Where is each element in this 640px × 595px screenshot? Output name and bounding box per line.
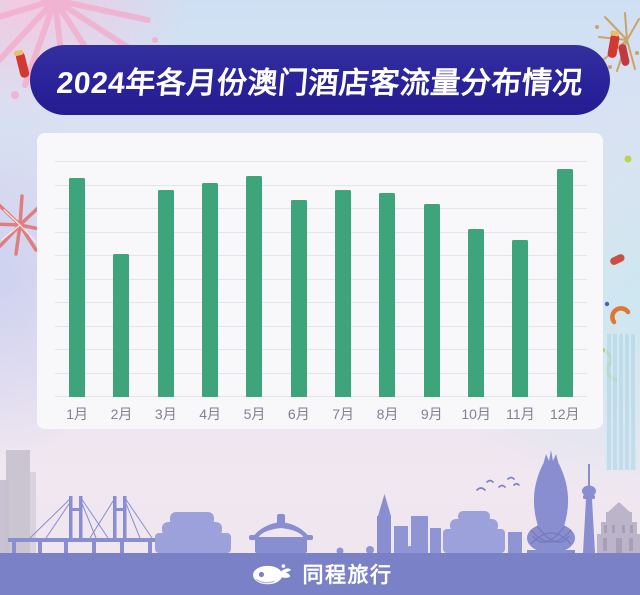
x-axis-labels: 1月 2月 3月 4月 5月 6月 7月 8月 9月 10月 11月 12月	[55, 404, 587, 424]
green-ribbon	[602, 348, 618, 382]
bar-10月	[468, 228, 485, 397]
bar-cell	[232, 162, 276, 397]
gridline	[55, 349, 587, 350]
gridline	[55, 208, 587, 209]
chart-title: 2024年各月份澳门酒店客流量分布情况	[55, 67, 585, 100]
bar-cell	[144, 162, 188, 397]
x-axis-label: 7月	[332, 406, 355, 422]
bar-11月	[512, 239, 529, 397]
bar-4月	[202, 183, 219, 397]
macau-tower	[582, 464, 596, 553]
red-bean	[610, 254, 625, 265]
gridline	[55, 231, 587, 233]
x-axis-baseline	[55, 396, 587, 397]
gridline	[55, 325, 587, 327]
bar-cell	[99, 162, 143, 397]
bridge-silhouette	[8, 496, 160, 553]
bars	[55, 162, 587, 397]
blue-dot	[604, 301, 610, 307]
bar-cell	[365, 162, 409, 397]
gridline	[55, 184, 587, 186]
x-axis-label: 2月	[110, 406, 133, 422]
macau-skyline-silhouette	[8, 450, 640, 553]
chart-panel: 1月 2月 3月 4月 5月 6月 7月 8月 9月 10月 11月 12月	[37, 133, 603, 429]
ruins-st-paul	[597, 502, 640, 553]
footer-bar: 同程旅行	[0, 553, 640, 595]
bar-cell	[410, 162, 454, 397]
buildings-cluster	[394, 516, 522, 553]
bar-7月	[335, 190, 352, 397]
city-buildings-left	[0, 450, 36, 553]
bar-cell	[543, 162, 587, 397]
x-axis-label: 5月	[243, 406, 266, 422]
bar-1月	[69, 178, 86, 397]
bar-5月	[246, 176, 263, 397]
bar-cell	[188, 162, 232, 397]
bar-cell	[55, 162, 99, 397]
x-axis-label: 1月	[66, 406, 89, 422]
x-axis-label: 4月	[199, 406, 222, 422]
clock-tower	[377, 494, 391, 553]
bar-cell	[321, 162, 365, 397]
gridline	[55, 255, 587, 256]
yellow-green-dot	[624, 155, 632, 163]
x-axis-label: 3月	[154, 406, 177, 422]
bar-chart-plot	[55, 161, 587, 397]
bar-cell	[498, 162, 542, 397]
gridline	[55, 302, 587, 303]
blue-tower-right	[605, 334, 637, 470]
bar-8月	[379, 192, 396, 397]
x-axis-label: 10月	[461, 406, 491, 422]
bar-6月	[290, 199, 307, 397]
bar-9月	[423, 204, 440, 397]
bushes	[336, 546, 414, 553]
x-axis-label: 6月	[287, 406, 310, 422]
orange-crescent	[610, 306, 631, 325]
gridline	[55, 278, 587, 280]
bar-2月	[113, 253, 130, 397]
casino-hotel-left	[155, 512, 231, 553]
x-axis-label: 12月	[549, 406, 580, 422]
bar-cell	[454, 162, 498, 397]
gridline	[55, 372, 587, 374]
gridline	[55, 161, 587, 162]
bar-3月	[157, 190, 174, 397]
bridge-cables	[29, 497, 153, 539]
chinese-gate	[249, 514, 313, 553]
casino-hotel-right	[443, 511, 505, 553]
birds	[476, 476, 520, 491]
grand-lisboa-tower	[527, 450, 575, 553]
x-axis-label: 11月	[506, 406, 535, 422]
bar-cell	[277, 162, 321, 397]
tongcheng-whale-logo-icon	[252, 563, 291, 584]
title-banner: 2024年各月份澳门酒店客流量分布情况	[30, 45, 610, 115]
bar-12月	[556, 169, 573, 397]
x-axis-label: 8月	[376, 406, 399, 422]
x-axis-label: 9月	[420, 406, 443, 422]
brand-name: 同程旅行	[302, 564, 393, 587]
